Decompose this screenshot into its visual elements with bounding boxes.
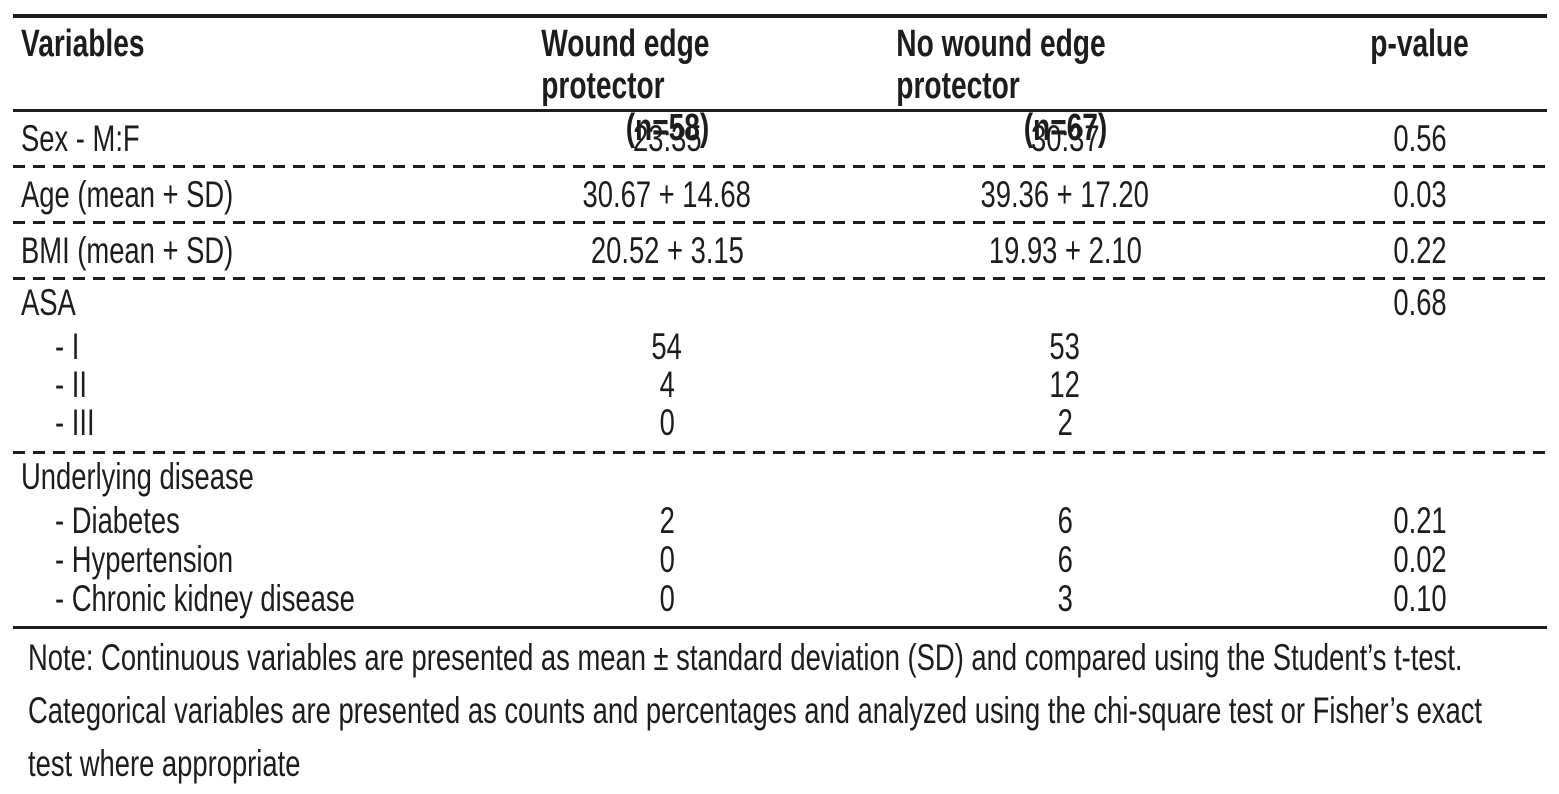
table-row: Underlying disease <box>13 454 1547 500</box>
row-divider-dashed <box>13 277 1547 280</box>
table-row: BMI (mean + SD) 20.52 + 3.15 19.93 + 2.1… <box>13 224 1547 277</box>
note-line: test where appropriate <box>28 743 301 784</box>
cell-variable: - Diabetes <box>55 500 180 541</box>
header-variables-label: Variables <box>21 23 145 65</box>
cell-wound-edge-protector: 2 <box>659 500 675 541</box>
cell-no-wound-edge-protector: 53 <box>1049 326 1081 367</box>
cell-variable: - Chronic kidney disease <box>55 578 355 619</box>
header-p-value-label: p-value <box>1370 23 1470 65</box>
cell-no-wound-edge-protector <box>837 280 1293 326</box>
cell-wound-edge-protector: 0 <box>659 578 675 619</box>
cell-no-wound-edge-protector: 30:37 <box>1030 117 1100 159</box>
cell-variable: - III <box>55 402 95 443</box>
header-nwep-label: No wound edge protector <box>896 23 1106 107</box>
cell-wound-edge-protector <box>497 280 837 326</box>
table-note: Note: Continuous variables are presented… <box>28 635 1547 794</box>
cell-p-value: 0.02 <box>1393 539 1447 580</box>
row-divider-dashed <box>13 165 1547 168</box>
cell-p-value <box>1293 326 1547 368</box>
cell-p-value: 0.10 <box>1393 578 1447 619</box>
table-row: - II 4 12 <box>13 364 1547 405</box>
cell-variable: - I <box>55 326 80 367</box>
row-divider-dashed <box>13 221 1547 224</box>
row-divider-dashed <box>13 451 1547 454</box>
cell-p-value <box>1293 364 1547 406</box>
table-top-rule <box>13 14 1547 18</box>
cell-variable: - II <box>55 364 87 405</box>
cell-wound-edge-protector: 30.67 + 14.68 <box>582 173 752 215</box>
cell-variable: ASA <box>21 282 76 323</box>
cell-wound-edge-protector: 4 <box>659 364 675 405</box>
cell-no-wound-edge-protector: 39.36 + 17.20 <box>980 173 1150 215</box>
table-row: - Diabetes 2 6 0.21 <box>13 500 1547 541</box>
cell-variable: Underlying disease <box>21 456 254 497</box>
cell-no-wound-edge-protector: 6 <box>1057 539 1073 580</box>
cell-no-wound-edge-protector <box>837 454 1293 500</box>
header-p-value: p-value <box>1293 18 1547 149</box>
cell-variable: - Hypertension <box>55 539 234 580</box>
table-row: - Hypertension 0 6 0.02 <box>13 539 1547 580</box>
cell-variable: Age (mean + SD) <box>21 173 234 215</box>
table-bottom-rule <box>13 626 1547 629</box>
header-wep-label: Wound edge protector <box>541 23 710 107</box>
table-row: Age (mean + SD) 30.67 + 14.68 39.36 + 17… <box>13 168 1547 221</box>
cell-variable: Sex - M:F <box>21 117 140 159</box>
cell-p-value: 0.03 <box>1393 173 1447 215</box>
cell-wound-edge-protector: 0 <box>659 539 675 580</box>
table-row: Sex - M:F 23:35 30:37 0.56 <box>13 112 1547 165</box>
cell-no-wound-edge-protector: 2 <box>1057 402 1073 443</box>
cell-wound-edge-protector <box>497 454 837 500</box>
comparison-table: Variables Wound edge protector (n=58) No… <box>13 14 1547 794</box>
table-row: ASA 0.68 <box>13 280 1547 326</box>
cell-no-wound-edge-protector: 12 <box>1049 364 1081 405</box>
cell-p-value: 0.56 <box>1393 117 1447 159</box>
cell-wound-edge-protector: 20.52 + 3.15 <box>590 229 744 271</box>
header-no-wound-edge-protector: No wound edge protector (n=67) <box>837 18 1293 149</box>
cell-wound-edge-protector: 0 <box>659 402 675 443</box>
table-row: - III 0 2 <box>13 402 1547 443</box>
cell-p-value: 0.21 <box>1393 500 1447 541</box>
cell-wound-edge-protector: 23:35 <box>632 117 702 159</box>
header-wep-n: (n=58) <box>625 107 709 149</box>
cell-no-wound-edge-protector: 6 <box>1057 500 1073 541</box>
header-bottom-rule <box>13 109 1547 112</box>
note-line: Categorical variables are presented as c… <box>28 690 1483 731</box>
header-wound-edge-protector: Wound edge protector (n=58) <box>497 18 837 149</box>
header-nwep-n: (n=67) <box>1023 107 1107 149</box>
cell-p-value <box>1293 402 1547 444</box>
cell-p-value: 0.68 <box>1393 282 1447 323</box>
table-header-row: Variables Wound edge protector (n=58) No… <box>13 18 1547 149</box>
cell-wound-edge-protector: 54 <box>651 326 683 367</box>
cell-variable: BMI (mean + SD) <box>21 229 234 271</box>
cell-p-value <box>1293 454 1547 500</box>
cell-no-wound-edge-protector: 3 <box>1057 578 1073 619</box>
table-body: Sex - M:F 23:35 30:37 0.56 Age (mean + S… <box>13 112 1547 626</box>
cell-no-wound-edge-protector: 19.93 + 2.10 <box>988 229 1142 271</box>
header-variables: Variables <box>13 18 497 149</box>
table-row: - I 54 53 <box>13 326 1547 367</box>
table-row: - Chronic kidney disease 0 3 0.10 <box>13 578 1547 619</box>
cell-p-value: 0.22 <box>1393 229 1447 271</box>
note-line: Note: Continuous variables are presented… <box>28 637 1463 678</box>
